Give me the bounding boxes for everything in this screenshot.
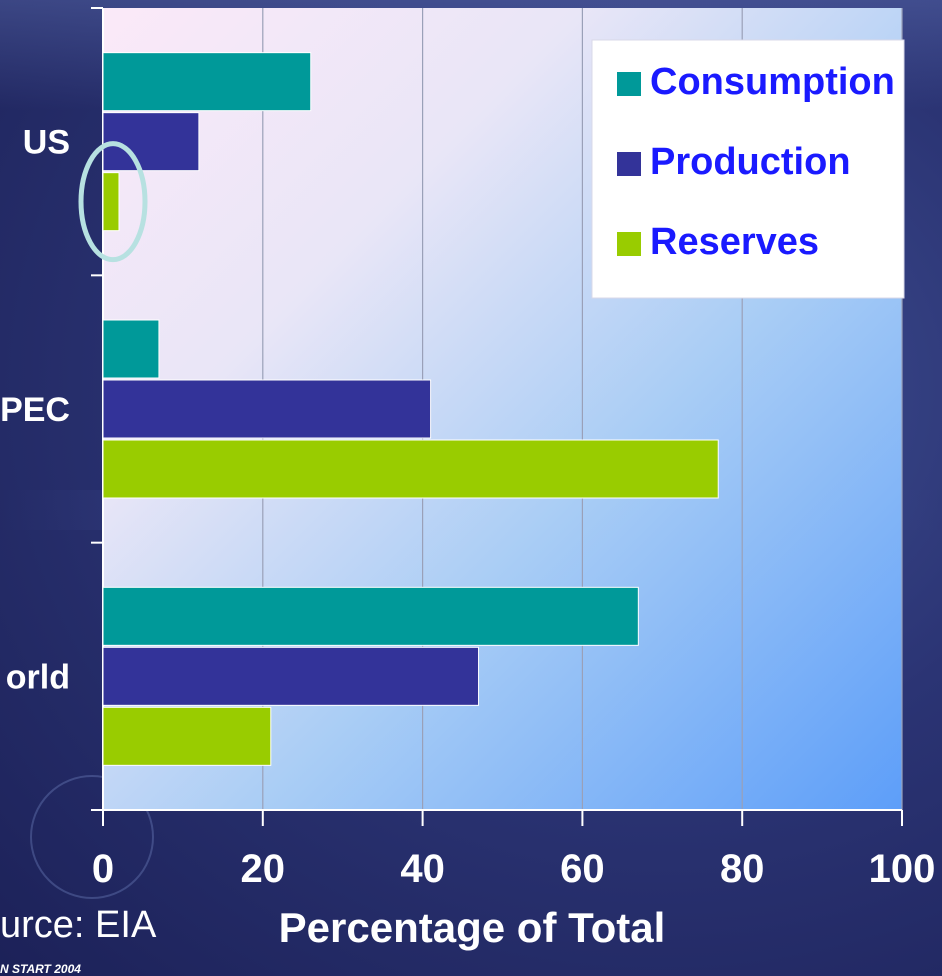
x-tick-label-60: 60 bbox=[560, 847, 605, 891]
bar-us-reserves bbox=[102, 172, 120, 232]
legend-label-production: Production bbox=[650, 141, 851, 183]
highlight-ellipse bbox=[78, 141, 148, 263]
x-tick-label-0: 0 bbox=[92, 847, 114, 891]
bar-pec-reserves bbox=[102, 439, 719, 499]
legend-label-consumption: Consumption bbox=[650, 61, 895, 103]
legend-swatch-consumption bbox=[617, 72, 641, 96]
bar-us-production bbox=[102, 112, 200, 172]
category-label-orld: orld bbox=[6, 658, 70, 696]
footer-note: N START 2004 bbox=[0, 962, 81, 976]
bar-orld-reserves bbox=[102, 706, 272, 766]
background-circle bbox=[30, 775, 154, 899]
x-tick-label-40: 40 bbox=[400, 847, 445, 891]
bar-pec-consumption bbox=[102, 319, 160, 379]
bar-pec-production bbox=[102, 379, 432, 439]
legend-swatch-reserves bbox=[617, 232, 641, 256]
legend-label-reserves: Reserves bbox=[650, 221, 819, 263]
x-axis-title: Percentage of Total bbox=[278, 904, 666, 951]
category-label-us: US bbox=[23, 124, 70, 162]
legend-box bbox=[591, 39, 905, 299]
bar-orld-production bbox=[102, 646, 480, 706]
legend-swatch-production bbox=[617, 152, 641, 176]
x-tick-label-80: 80 bbox=[720, 847, 765, 891]
x-tick-label-20: 20 bbox=[241, 847, 286, 891]
bar-orld-consumption bbox=[102, 586, 639, 646]
category-label-pec: PEC bbox=[0, 391, 70, 429]
x-tick-label-100: 100 bbox=[869, 847, 936, 891]
source-note: urce: EIA bbox=[0, 904, 157, 946]
bar-us-consumption bbox=[102, 52, 312, 112]
